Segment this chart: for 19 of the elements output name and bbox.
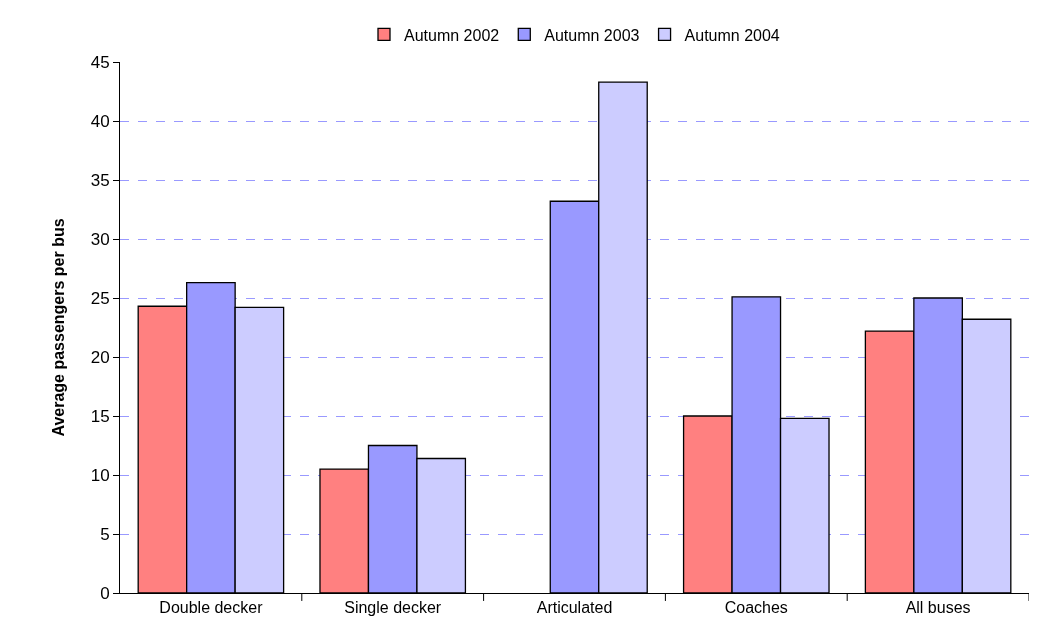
y-tick-label: 35 [90,170,110,190]
y-tick-label: 10 [90,465,110,485]
x-tick-label: Coaches [724,599,788,617]
legend-label: Autumn 2002 [404,26,500,44]
y-tick-label: 15 [90,406,110,426]
x-tick-label: Single decker [344,599,442,617]
legend-label: Autumn 2004 [684,26,780,44]
y-tick-label: 5 [100,524,110,544]
y-tick-label: 30 [90,229,110,249]
x-tick-label: Articulated [536,599,613,617]
y-tick-label: 0 [100,583,110,603]
y-tick-label: 25 [90,288,110,308]
y-tick-label: 20 [90,347,110,367]
x-tick-label: Double decker [159,599,264,617]
x-tick-label: All buses [905,599,971,617]
y-axis-title: Average passengers per bus [49,218,67,437]
y-tick-label: 40 [90,111,110,131]
legend-label: Autumn 2003 [544,26,640,44]
y-tick-label: 45 [90,52,110,72]
